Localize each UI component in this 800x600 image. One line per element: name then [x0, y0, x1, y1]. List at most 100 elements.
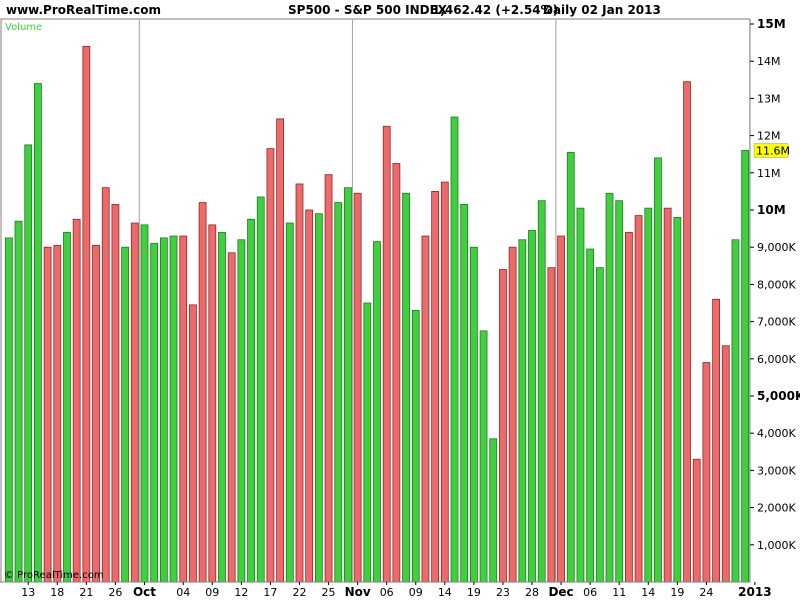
volume-bar [111, 204, 120, 583]
volume-bar [353, 192, 362, 583]
x-tick-label: 09 [409, 586, 423, 599]
volume-bar [479, 330, 488, 583]
volume-bar [266, 148, 275, 583]
y-tick-label: 1,000K [757, 539, 796, 552]
x-tick-label: 21 [79, 586, 93, 599]
volume-bar [247, 218, 255, 583]
volume-bars [4, 45, 750, 583]
volume-bar [305, 209, 314, 583]
volume-bar [295, 183, 304, 583]
volume-bar [402, 192, 410, 583]
site-link[interactable]: www.ProRealTime.com [6, 3, 161, 17]
y-tick-label: 3,000K [757, 464, 796, 477]
volume-bar [140, 224, 149, 583]
volume-bar [440, 181, 449, 583]
volume-bar [421, 235, 430, 583]
volume-bar [528, 230, 536, 583]
volume-bar [43, 246, 52, 583]
volume-bar [63, 231, 71, 583]
x-axis: 13 18 21 26 Oct 04 09 12 17 22 25 Nov 06 09 14 19 23 28 De… [0, 581, 772, 599]
x-tick-label: 06 [583, 586, 597, 599]
x-tick-label: 19 [670, 586, 684, 599]
y-tick-label: 14M [757, 55, 781, 68]
price-readout: 1,462.42 (+2.54%) [432, 3, 558, 17]
period-readout: Daily 02 Jan 2013 [543, 3, 661, 17]
x-tick-label: Oct [133, 585, 156, 599]
volume-bar [237, 239, 246, 583]
volume-bar [314, 213, 323, 583]
x-tick-label: 19 [467, 586, 481, 599]
volume-bar [489, 438, 498, 583]
volume-bar [334, 202, 343, 583]
volume-bar [392, 163, 401, 583]
y-axis: 1,000K 2,000K 3,000K 4,000K 5,000K 6,000K 7,00… [750, 17, 800, 552]
volume-bar [218, 231, 226, 583]
volume-bar [324, 174, 333, 583]
volume-bar [227, 252, 236, 583]
volume-bar [499, 269, 507, 583]
y-tick-label: 9,000K [757, 241, 796, 254]
volume-bar [450, 116, 459, 583]
volume-bar [566, 151, 575, 583]
x-tick-label: 2013 [738, 585, 771, 599]
volume-bar [518, 239, 527, 583]
x-tick-label: 25 [322, 586, 336, 599]
volume-bar [276, 118, 285, 583]
volume-bar [683, 81, 691, 583]
volume-bar [14, 220, 23, 583]
y-tick-label: 10M [757, 203, 786, 217]
x-tick-label: Dec [548, 585, 573, 599]
volume-bar [101, 187, 110, 583]
last-value-label: 11.6M [756, 145, 790, 158]
y-tick-label: 5,000K [757, 389, 800, 403]
x-tick-label: 09 [205, 586, 219, 599]
volume-bar [198, 202, 207, 583]
volume-bar [179, 235, 188, 583]
volume-bar [663, 207, 672, 583]
volume-bar [363, 302, 372, 583]
volume-bar [692, 458, 701, 583]
x-tick-label: 06 [380, 586, 394, 599]
volume-bar [702, 362, 711, 583]
x-tick-label: 22 [292, 586, 306, 599]
x-tick-label: 14 [641, 586, 655, 599]
volume-bar [615, 200, 624, 583]
volume-bar [344, 187, 352, 583]
volume-bar [82, 45, 91, 583]
x-tick-label: 04 [176, 586, 190, 599]
volume-bar [741, 150, 750, 583]
volume-bar [285, 222, 294, 583]
last-value-marker: 11.6M [753, 143, 790, 158]
y-tick-label: 13M [757, 92, 781, 105]
x-tick-label: 13 [21, 586, 35, 599]
volume-bar [605, 192, 614, 583]
volume-bar [508, 246, 517, 583]
volume-bar [208, 224, 217, 583]
volume-bar [382, 125, 391, 583]
panel-label: Volume [5, 22, 42, 33]
volume-bar [92, 244, 100, 583]
copyright-text: © ProRealTime.com [4, 570, 104, 581]
x-tick-label: 11 [612, 586, 626, 599]
volume-bar [150, 243, 159, 583]
x-tick-label: 18 [50, 586, 64, 599]
volume-bar [469, 246, 478, 583]
volume-bar [644, 207, 653, 583]
volume-bar [159, 237, 168, 583]
volume-bar [654, 157, 662, 583]
instrument-title: SP500 - S&P 500 INDEX [288, 3, 448, 17]
volume-bar [460, 204, 469, 583]
x-tick-label: 17 [263, 586, 277, 599]
volume-bar [595, 267, 604, 583]
volume-bar [586, 248, 595, 583]
x-tick-label: 23 [496, 586, 510, 599]
volume-bar [634, 215, 643, 583]
volume-bar [721, 345, 730, 583]
volume-bar [4, 237, 13, 583]
y-tick-label: 15M [757, 17, 786, 31]
y-tick-label: 2,000K [757, 502, 796, 515]
x-tick-label: 24 [699, 586, 713, 599]
volume-bar [576, 207, 585, 583]
volume-bar [34, 83, 42, 583]
